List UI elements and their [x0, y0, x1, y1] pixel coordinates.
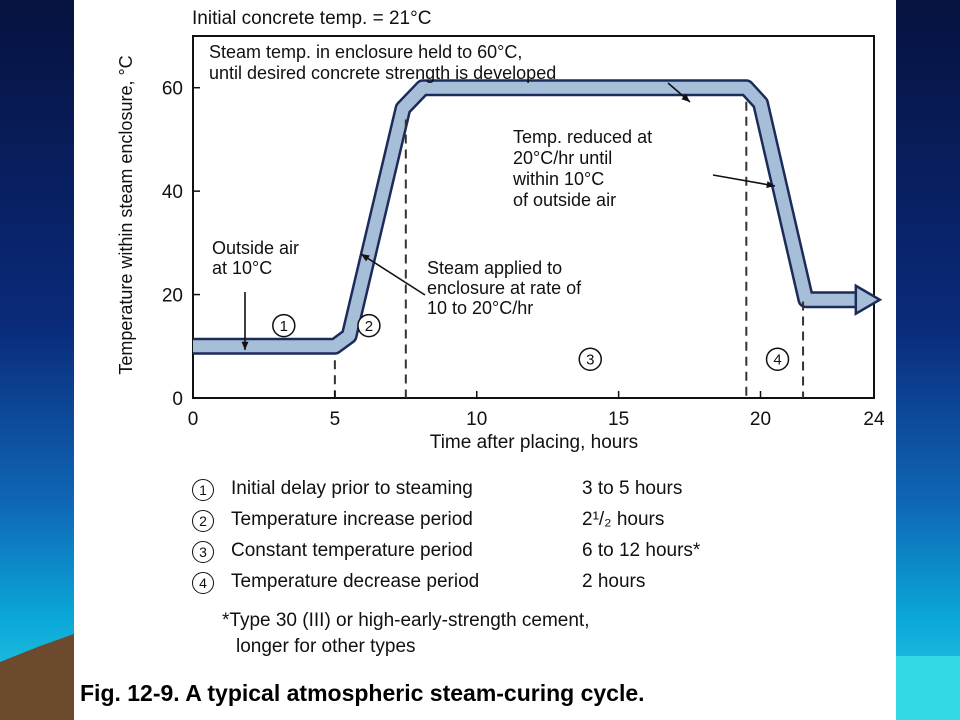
legend-duration: 6 to 12 hours* — [582, 540, 701, 561]
annotation-text: Outside air — [212, 238, 299, 258]
background-decoration — [896, 656, 960, 720]
annotation-arrowhead — [766, 181, 775, 189]
legend-number: 1 — [192, 479, 214, 501]
annotation-arrowhead — [681, 93, 690, 102]
footnote-line: longer for other types — [236, 636, 416, 657]
annotation-arrowhead — [241, 341, 249, 350]
phase-marker — [357, 313, 381, 338]
annotation-text: Steam temp. in enclosure held to 60°C, — [209, 42, 522, 62]
phase-marker — [765, 347, 790, 371]
legend-description: Initial delay prior to steaming — [231, 478, 473, 499]
annotation-text: until desired concrete strength is devel… — [209, 63, 556, 83]
annotation-text: 20°C/hr until — [513, 148, 612, 168]
legend-description: Temperature decrease period — [231, 571, 480, 592]
annotation-text: within 10°C — [512, 169, 604, 189]
phase-marker-label: 4 — [773, 352, 781, 369]
legend-number: 4 — [192, 572, 214, 594]
phase-marker-label: 3 — [586, 352, 594, 369]
annotation-text: Temp. reduced at — [513, 127, 652, 147]
phase-marker — [578, 347, 602, 371]
phase-marker-label: 1 — [280, 318, 288, 335]
x-tick-label: 0 — [188, 409, 199, 430]
series-arrowhead — [854, 283, 883, 316]
annotation-text: at 10°C — [212, 258, 272, 278]
temperature-series-line — [193, 81, 860, 353]
legend-duration: 2¹/₂ hours — [582, 509, 665, 530]
annotation-text: of outside air — [513, 190, 616, 210]
figure-caption: Fig. 12-9. A typical atmospheric steam-c… — [80, 680, 645, 706]
x-axis-label: Time after placing, hours — [430, 432, 638, 453]
chart-title: Initial concrete temp. = 21°C — [192, 8, 431, 29]
x-tick-label: 15 — [608, 409, 629, 430]
legend-description: Temperature increase period — [231, 509, 473, 530]
annotation-text: 10 to 20°C/hr — [427, 298, 533, 318]
legend-number: 2 — [192, 510, 214, 532]
mountain-decoration — [0, 634, 74, 720]
y-axis-label: Temperature within steam enclosure, °C — [116, 55, 136, 374]
x-tick-label: 5 — [330, 409, 341, 430]
footnote-line: *Type 30 (III) or high-early-strength ce… — [222, 610, 590, 631]
annotation-text: Steam applied to — [427, 258, 562, 278]
phase-marker-label: 2 — [365, 318, 373, 335]
plot-frame — [192, 35, 875, 399]
y-tick-label: 60 — [162, 79, 183, 100]
phase-marker — [272, 313, 296, 338]
y-tick-label: 20 — [162, 286, 183, 307]
x-tick-label: 24 — [863, 409, 885, 430]
legend-number: 3 — [192, 541, 214, 563]
annotation-arrow — [360, 253, 426, 296]
annotation-text: enclosure at rate of — [427, 278, 582, 298]
legend-duration: 3 to 5 hours — [582, 478, 683, 499]
y-tick-label: 40 — [162, 182, 183, 203]
annotation-arrowhead — [361, 254, 370, 262]
legend-duration: 2 hours — [582, 571, 646, 592]
y-tick-label: 0 — [172, 389, 183, 410]
legend-description: Constant temperature period — [231, 540, 473, 561]
annotation-arrow — [712, 174, 776, 187]
x-tick-label: 10 — [466, 409, 487, 430]
x-tick-label: 20 — [750, 409, 771, 430]
